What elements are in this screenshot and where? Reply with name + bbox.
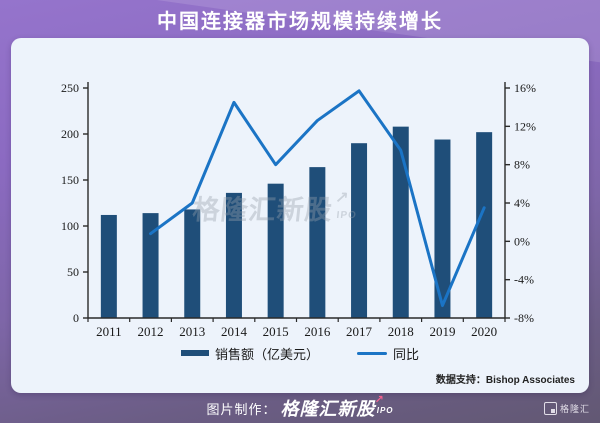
svg-text:200: 200 [61, 127, 79, 141]
svg-text:12%: 12% [514, 119, 536, 133]
chart-card: 0 50 100 150 200 250 -8% -4% 0% 4% 8% 12% 16% 2011 201… [11, 38, 589, 393]
legend-label-yoy: 同比 [393, 346, 420, 362]
glh-logo-text: 格隆汇 [559, 404, 590, 414]
svg-text:2014: 2014 [221, 324, 248, 339]
brand-logo: 格隆汇新股 ↗ IPO [280, 394, 394, 421]
svg-text:2011: 2011 [96, 324, 122, 339]
svg-text:2020: 2020 [471, 324, 497, 339]
svg-text:4%: 4% [514, 196, 530, 210]
svg-text:100: 100 [61, 219, 79, 233]
line-series-swatch [357, 351, 387, 355]
svg-text:8%: 8% [514, 158, 530, 172]
svg-text:50: 50 [67, 265, 79, 279]
g-square-icon [543, 402, 557, 415]
trending-up-arrow-icon: ↗ [374, 394, 384, 406]
svg-text:0: 0 [73, 311, 79, 325]
footer-bar: 图片制作： 格隆汇新股 ↗ IPO [0, 393, 600, 423]
glh-corner-logo: 格隆汇 [543, 402, 590, 415]
svg-text:2017: 2017 [346, 324, 373, 339]
svg-text:2019: 2019 [429, 324, 455, 339]
chart-legend: 销售额（亿美元） 同比 [11, 342, 589, 364]
svg-text:0%: 0% [514, 234, 530, 248]
legend-label-sales: 销售额（亿美元） [214, 346, 319, 362]
svg-text:2015: 2015 [263, 324, 289, 339]
plot-area: 0 50 100 150 200 250 -8% -4% 0% 4% 8% 12% 16% 2011 201… [11, 38, 589, 340]
svg-text:-4%: -4% [514, 273, 534, 287]
svg-text:250: 250 [61, 81, 79, 95]
brand-logo-text: 格隆汇新股 [280, 399, 376, 419]
svg-text:2013: 2013 [179, 324, 205, 339]
data-source-name: Bishop Associates [485, 375, 575, 386]
brand-logo-sub: IPO [376, 406, 394, 415]
svg-text:2016: 2016 [304, 324, 331, 339]
bar-series-swatch [180, 350, 209, 356]
data-source-label: 数据支持： [435, 375, 486, 386]
svg-text:150: 150 [61, 173, 79, 187]
data-source: 数据支持：Bishop Associates [436, 371, 575, 386]
legend-item-sales: 销售额（亿美元） [180, 344, 319, 363]
legend-item-yoy: 同比 [357, 344, 419, 363]
svg-text:2018: 2018 [388, 324, 414, 339]
credit-label: 图片制作： [206, 401, 277, 417]
page-title: 中国连接器市场规模持续增长 [157, 11, 443, 33]
svg-text:-8%: -8% [514, 311, 534, 325]
market-chart: 0 50 100 150 200 250 -8% -4% 0% 4% 8% 12% 16% 2011 201… [61, 81, 536, 339]
svg-text:2012: 2012 [138, 324, 164, 339]
svg-text:16%: 16% [514, 81, 536, 95]
